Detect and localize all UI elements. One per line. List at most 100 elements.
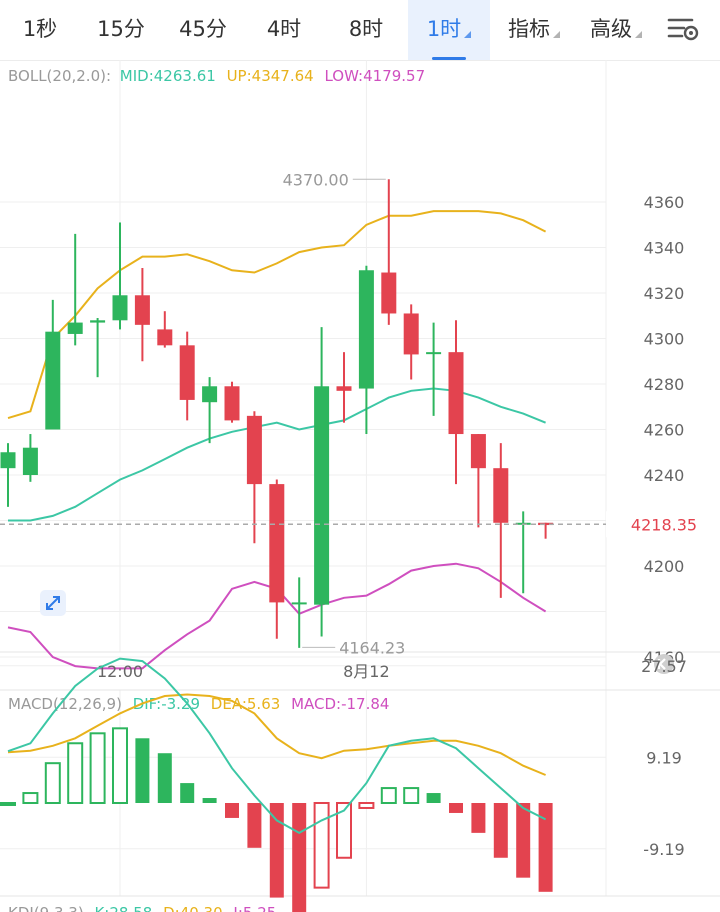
- macd-histogram: [0, 727, 553, 912]
- candle-bull: [202, 386, 218, 403]
- candle-bull: [291, 602, 307, 605]
- price-tick-label: 4320: [644, 284, 685, 303]
- macd-bar-positive: [0, 802, 16, 806]
- time-tick-label: 8月12: [343, 662, 390, 681]
- candle-bull: [0, 452, 16, 469]
- kdj-d-value: D:40.30: [163, 904, 223, 912]
- macd-tick-label: -9.19: [643, 840, 684, 859]
- boll-legend: BOLL(20,2.0): MID:4263.61 UP:4347.64 LOW…: [8, 67, 425, 85]
- candle-bear: [269, 484, 285, 603]
- high-marker-label: 4370.00: [283, 170, 349, 189]
- tab-8h[interactable]: 8时: [348, 17, 384, 41]
- macd-bar-positive: [180, 783, 195, 803]
- macd-bar-negative: [313, 802, 330, 889]
- boll-mid-value: MID:4263.61: [120, 67, 216, 85]
- macd-bar-positive: [380, 787, 397, 805]
- low-marker-label: 4164.23: [339, 638, 405, 657]
- candle-bear: [336, 386, 352, 391]
- timeframe-tab-bar: 1秒 15分 45分 4时 8时 1时 指标 高级: [0, 0, 720, 61]
- price-axis: 416042004240426042804300432043404360: [644, 193, 685, 667]
- kdj-legend: KDJ(9,3,3) K:28.58 D:40.30 J:5.25: [8, 904, 276, 912]
- current-price-line: 4218.35: [0, 511, 720, 538]
- candle-bear: [538, 522, 554, 526]
- boll-upper-line: [7, 210, 547, 420]
- tab-1h[interactable]: 1时: [408, 0, 490, 60]
- candle-bear: [246, 415, 262, 485]
- macd-bar-positive: [67, 742, 84, 805]
- chart-settings-icon[interactable]: [666, 14, 700, 44]
- macd-lines: [7, 657, 547, 835]
- candle-bear: [157, 329, 173, 346]
- macd-dea-line: [7, 693, 546, 776]
- advanced-menu[interactable]: 高级: [576, 0, 656, 60]
- candle-bull: [90, 320, 106, 323]
- tab-1s[interactable]: 1秒: [22, 17, 58, 41]
- current-price-tag: [606, 511, 720, 538]
- candle-bear: [448, 352, 464, 435]
- macd-bar-positive: [89, 732, 106, 805]
- expand-icon[interactable]: [40, 590, 66, 616]
- candle-bear: [381, 272, 397, 314]
- macd-tick-label: 9.19: [646, 748, 682, 767]
- scroll-to-latest-icon[interactable]: [654, 654, 674, 674]
- macd-bar-negative: [336, 802, 352, 859]
- candle-bear: [470, 434, 486, 469]
- kdj-j-value: J:5.25: [232, 904, 276, 912]
- time-axis: 12:00 8月12: [97, 662, 390, 681]
- macd-bar-negative: [292, 803, 307, 912]
- macd-bar-negative: [247, 803, 262, 848]
- tab-4h[interactable]: 4时: [266, 17, 302, 41]
- current-price-label: 4218.35: [631, 515, 697, 534]
- macd-bar-positive: [22, 792, 39, 804]
- macd-bar-negative: [493, 803, 508, 858]
- candlesticks: [0, 179, 554, 648]
- candle-bull: [45, 331, 61, 430]
- macd-bar-negative: [358, 802, 375, 809]
- dropdown-corner-icon: [464, 31, 472, 38]
- candle-bull: [22, 447, 38, 475]
- candle-bear: [179, 345, 195, 400]
- boll-up-value: UP:4347.64: [227, 67, 314, 85]
- price-tick-label: 4340: [644, 239, 685, 258]
- macd-bar-positive: [403, 787, 420, 805]
- candle-bear: [493, 468, 509, 523]
- macd-bar-negative: [516, 803, 531, 878]
- advanced-menu-label: 高级: [590, 17, 632, 41]
- tab-45m[interactable]: 45分: [179, 17, 227, 41]
- boll-low-value: LOW:4179.57: [324, 67, 425, 85]
- macd-bar-negative: [449, 803, 463, 813]
- tab-1h-label: 1时: [426, 17, 462, 41]
- macd-bar-positive: [44, 762, 61, 804]
- candle-bull: [314, 386, 330, 605]
- macd-axis: 27.579.19-9.19-27.57: [641, 657, 687, 859]
- price-tick-label: 4240: [644, 466, 685, 485]
- macd-hist-value: MACD:-17.84: [291, 695, 389, 713]
- macd-bar-negative: [269, 803, 284, 898]
- candle-bear: [224, 386, 240, 421]
- macd-bar-positive: [157, 753, 172, 803]
- macd-bar-negative: [538, 803, 553, 892]
- grid: [0, 60, 607, 896]
- price-chart[interactable]: BOLL(20,2.0): MID:4263.61 UP:4347.64 LOW…: [0, 60, 720, 912]
- macd-bar-negative: [471, 803, 486, 833]
- indicator-menu-label: 指标: [508, 17, 550, 41]
- candle-bear: [134, 295, 150, 325]
- macd-bar-positive: [426, 793, 441, 803]
- price-tick-label: 4260: [644, 421, 685, 440]
- macd-legend: MACD(12,26,9) DIF:-3.29 DEA:5.63 MACD:-1…: [8, 695, 389, 713]
- macd-bar-positive: [112, 727, 128, 804]
- time-tick-label: 12:00: [97, 662, 143, 681]
- indicator-menu[interactable]: 指标: [494, 0, 574, 60]
- price-tick-label: 4300: [644, 330, 685, 349]
- tab-15m[interactable]: 15分: [97, 17, 145, 41]
- macd-tick-label: 27.57: [641, 657, 687, 676]
- boll-legend-name: BOLL(20,2.0):: [8, 67, 111, 85]
- candle-bull: [112, 295, 128, 321]
- kdj-legend-name: KDJ(9,3,3): [8, 904, 84, 912]
- kdj-k-value: K:28.58: [94, 904, 152, 912]
- dropdown-corner-icon: [553, 31, 560, 38]
- macd-bar-positive: [135, 738, 150, 803]
- macd-legend-name: MACD(12,26,9): [8, 695, 122, 713]
- candle-bull: [67, 322, 83, 334]
- price-tick-label: 4200: [644, 557, 685, 576]
